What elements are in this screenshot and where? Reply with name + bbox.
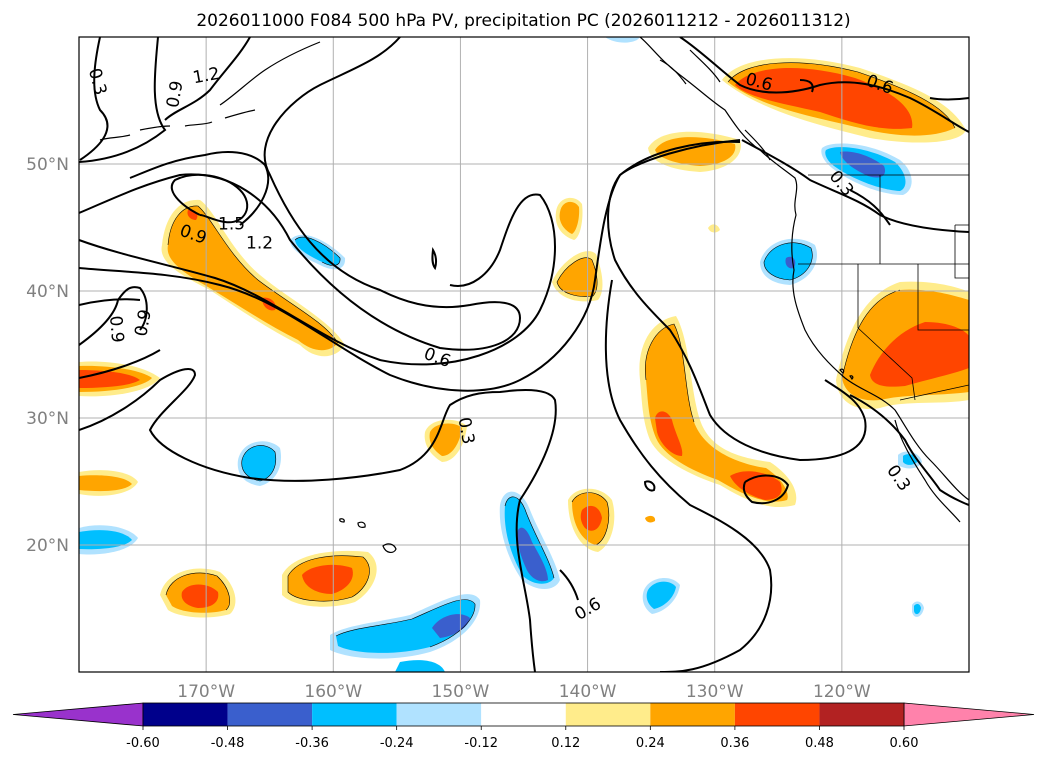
colorbar-segment <box>312 703 397 726</box>
colorbar-tick-label: 0.24 <box>636 736 665 751</box>
pv-precip-map-figure: 2026011000 F084 500 hPa PV, precipitatio… <box>0 0 1047 765</box>
x-tick-label: 160°W <box>304 682 362 702</box>
colorbar-tick-label: -0.60 <box>126 736 160 751</box>
pv-contour-label: 0.9 <box>105 315 127 344</box>
map-panel: 1.20.3 0.91.50.9 1.20.90.90.60.30.6 0.60.30… <box>79 37 969 672</box>
colorbar-extend-max <box>904 703 1034 726</box>
colorbar-segment <box>397 703 482 726</box>
colorbar-tick-label: 0.60 <box>890 736 919 751</box>
colorbar-segment <box>819 703 904 726</box>
y-axis-ticks: 20°N 30°N 40°N 50°N <box>26 155 69 556</box>
colorbar-tick-label: 0.12 <box>551 736 580 751</box>
pv-contour-label-group: 1.5 <box>218 213 246 235</box>
colorbar-tick-label: -0.48 <box>211 736 245 751</box>
colorbar-segment <box>566 703 651 726</box>
x-axis-ticks: 170°W 160°W 150°W 140°W 130°W 120°W <box>177 682 871 702</box>
colorbar-segment <box>143 703 228 726</box>
pv-contour-label: 1.5 <box>218 215 245 235</box>
pv-contour-label-group: 1.2 <box>246 232 274 254</box>
y-tick-label: 40°N <box>26 282 69 302</box>
x-tick-label: 120°W <box>813 682 871 702</box>
y-tick-label: 30°N <box>26 409 69 429</box>
x-tick-label: 140°W <box>559 682 617 702</box>
colorbar-segment <box>228 703 313 726</box>
pv-contour-label: 1.2 <box>246 234 273 254</box>
colorbar-segment <box>650 703 735 726</box>
colorbar-tick-label: -0.36 <box>295 736 329 751</box>
colorbar: -0.60 -0.48 -0.36 -0.24 -0.12 0.12 0.24 0.36 0.4… <box>13 703 1034 751</box>
chart-title: 2026011000 F084 500 hPa PV, precipitatio… <box>196 11 850 31</box>
colorbar-segment <box>481 703 566 726</box>
pv-contour-label-group: 0.9 <box>105 314 129 344</box>
colorbar-segment <box>735 703 820 726</box>
colorbar-tick-label: 0.48 <box>805 736 834 751</box>
y-tick-label: 20°N <box>26 536 69 556</box>
colorbar-tick-label: 0.36 <box>720 736 749 751</box>
x-tick-label: 170°W <box>177 682 235 702</box>
colorbar-tick-label: -0.24 <box>380 736 414 751</box>
x-tick-label: 150°W <box>432 682 490 702</box>
y-tick-label: 50°N <box>26 155 69 175</box>
colorbar-tick-label: -0.12 <box>464 736 498 751</box>
x-tick-label: 130°W <box>686 682 744 702</box>
colorbar-extend-min <box>13 703 143 726</box>
